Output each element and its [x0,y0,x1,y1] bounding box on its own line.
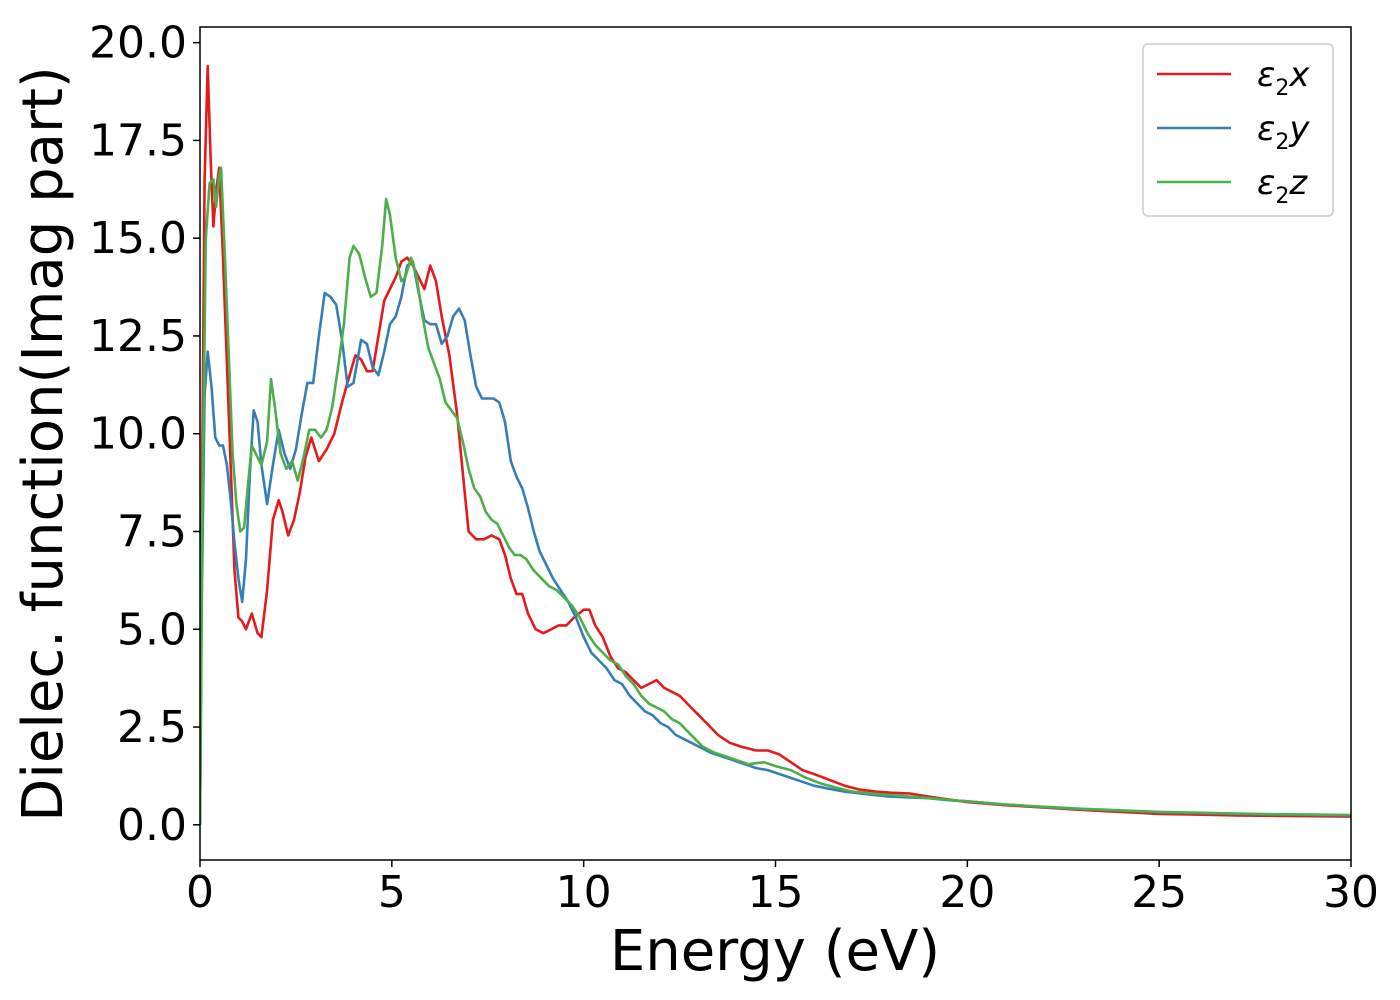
x-axis-label: Energy (eV) [610,919,940,984]
y-tick-label: 15.0 [89,213,187,264]
y-tick-label: 10.0 [89,409,187,460]
x-axis-ticks: 0 5 10 15 20 25 30 [186,860,1379,918]
series-line-x [200,64,1351,825]
x-tick-label: 0 [186,867,214,918]
y-tick-label: 0.0 [117,800,187,851]
legend-box [1142,43,1334,217]
y-axis-label: Dielec. function(Imag part) [11,66,76,822]
y-tick-label: 2.5 [117,702,187,753]
legend-label-y: ε2y [1257,109,1310,155]
series-line-y [200,260,1351,825]
y-tick-label: 17.5 [89,115,187,166]
legend: ε2x ε2y ε2z [1142,43,1334,217]
y-tick-label: 5.0 [117,604,187,655]
x-tick-label: 10 [556,867,612,918]
plot-area [200,64,1351,825]
x-tick-label: 15 [748,867,804,918]
x-tick-label: 20 [939,867,995,918]
y-tick-label: 20.0 [89,18,187,69]
legend-label-x: ε2x [1257,55,1310,101]
x-tick-label: 5 [378,867,406,918]
y-axis-ticks: 0.0 2.5 5.0 7.5 10.0 12.5 15.0 17.5 20.0 [89,18,200,851]
y-tick-label: 7.5 [117,506,187,557]
y-tick-label: 12.5 [89,311,187,362]
x-tick-label: 25 [1131,867,1187,918]
legend-label-z: ε2z [1257,163,1308,209]
series-line-z [200,166,1351,825]
x-tick-label: 30 [1323,867,1379,918]
series-layer [200,64,1351,825]
